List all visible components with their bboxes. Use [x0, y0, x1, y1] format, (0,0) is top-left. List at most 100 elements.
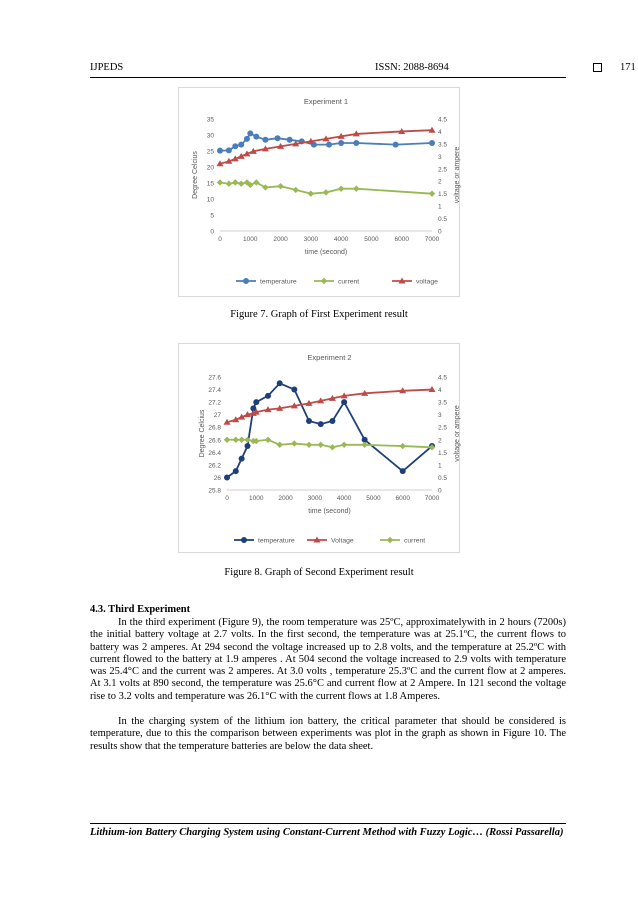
data-point-temperature: [399, 468, 406, 475]
data-point-voltage: [328, 394, 336, 401]
data-point-voltage: [305, 399, 313, 406]
data-point-temperature: [253, 399, 260, 406]
y2-tick-label: 1.5: [438, 191, 447, 198]
data-point-current: [262, 184, 269, 191]
data-point-voltage: [249, 147, 257, 154]
data-point-voltage: [290, 402, 298, 409]
data-point-voltage: [352, 130, 360, 137]
x-tick-label: 5000: [364, 236, 379, 243]
data-point-current: [225, 180, 233, 187]
x-tick-label: 4000: [337, 495, 352, 502]
series-temperature: [224, 380, 435, 481]
data-point-temperature: [361, 436, 368, 443]
data-point-current: [247, 181, 254, 189]
data-point-current: [264, 436, 272, 443]
y-tick-label: 26.6: [208, 437, 221, 444]
data-point-voltage: [399, 387, 407, 394]
data-point-temperature: [217, 147, 223, 154]
y-tick-label: 27.6: [208, 375, 221, 382]
y-tick-label: 26.8: [208, 425, 221, 432]
data-point-voltage: [252, 408, 260, 415]
legend-label: current: [404, 538, 425, 545]
header-rule: [90, 77, 566, 78]
data-point-current: [399, 442, 406, 450]
x-tick-label: 0: [225, 495, 229, 502]
y-tick-label: 10: [207, 197, 215, 204]
data-point-current: [329, 444, 336, 451]
y2-axis-label: voltage or ampere: [454, 147, 461, 204]
legend-label: temperature: [258, 538, 295, 545]
data-point-voltage: [232, 416, 240, 423]
figure8-chart-frame: Experiment 2 25.8 26 26.2 26.4 26.6 26.8 27 27.2…: [178, 343, 461, 553]
legend-marker: [320, 277, 328, 285]
y2-tick-label: 1: [438, 204, 442, 211]
data-point-temperature: [274, 135, 281, 142]
x-tick-label: 4000: [334, 236, 349, 243]
y-tick-label: 26.4: [208, 450, 221, 457]
data-point-temperature: [232, 143, 239, 150]
x-tick-label: 2000: [273, 236, 288, 243]
data-point-voltage: [292, 140, 300, 147]
y2-tick-label: 0: [438, 488, 442, 495]
data-point-current: [322, 189, 330, 196]
data-point-voltage: [276, 404, 284, 411]
y-tick-label: 27: [214, 412, 222, 419]
data-point-temperature: [238, 455, 245, 462]
data-point-voltage: [337, 132, 345, 139]
legend-item-temperature: temperature: [236, 278, 297, 286]
data-point-temperature: [243, 135, 250, 142]
data-point-temperature: [262, 136, 269, 143]
data-point-current: [361, 441, 368, 448]
x-tick-label: 1000: [243, 236, 258, 243]
y2-tick-label: 2: [438, 179, 442, 186]
legend-marker: [313, 536, 321, 543]
data-point-temperature: [244, 443, 251, 450]
legend-item-current: current: [314, 277, 359, 286]
y2-tick-label: 0.5: [438, 216, 447, 223]
data-point-current: [305, 441, 313, 448]
data-point-voltage: [428, 126, 436, 133]
data-point-current: [232, 179, 239, 186]
data-point-current: [244, 436, 251, 443]
legend-item-current: current: [380, 536, 425, 545]
data-point-voltage: [223, 418, 231, 425]
legend-label: Voltage: [331, 538, 354, 545]
data-point-current: [253, 179, 260, 186]
y-axis-label: Degree Celcius: [192, 151, 199, 199]
data-point-voltage: [322, 135, 330, 142]
x-tick-label: 6000: [395, 495, 410, 502]
issn-label: ISSN: 2088-8694: [375, 62, 449, 73]
series-current: [216, 179, 436, 197]
series-voltage: [223, 386, 436, 425]
data-point-temperature: [232, 468, 239, 475]
y2-tick-label: 1.5: [438, 450, 447, 457]
data-point-voltage: [237, 152, 245, 159]
data-point-current: [253, 437, 260, 445]
y-tick-label: 25: [207, 149, 215, 156]
series-voltage: [216, 126, 436, 167]
data-point-temperature: [253, 133, 260, 140]
y2-axis-label: voltage or ampere: [454, 405, 461, 462]
data-point-temperature: [250, 405, 257, 412]
data-point-temperature: [353, 140, 360, 146]
legend-item-voltage: Voltage: [307, 536, 354, 545]
chart-title: Experiment 2: [307, 353, 351, 362]
data-point-voltage: [317, 397, 325, 404]
x-tick-label: 1000: [249, 495, 264, 502]
data-point-voltage: [277, 142, 285, 149]
x-tick-label: 3000: [308, 495, 323, 502]
y-tick-label: 27.2: [208, 400, 221, 407]
y-tick-label: 26: [214, 475, 222, 482]
chart-title: Experiment 1: [304, 97, 348, 106]
legend-marker: [386, 536, 394, 544]
y2-tick-label: 2: [438, 437, 442, 444]
data-point-current: [232, 436, 239, 443]
data-point-temperature: [392, 141, 399, 148]
x-tick-label: 7000: [425, 495, 440, 502]
data-point-temperature: [341, 399, 348, 406]
data-point-voltage: [361, 389, 369, 396]
data-point-temperature: [317, 421, 324, 428]
figure7-caption: Figure 7. Graph of First Experiment resu…: [230, 309, 408, 320]
page-footer: Lithium-ion Battery Charging System usin…: [90, 827, 564, 838]
legend-marker: [243, 278, 249, 284]
